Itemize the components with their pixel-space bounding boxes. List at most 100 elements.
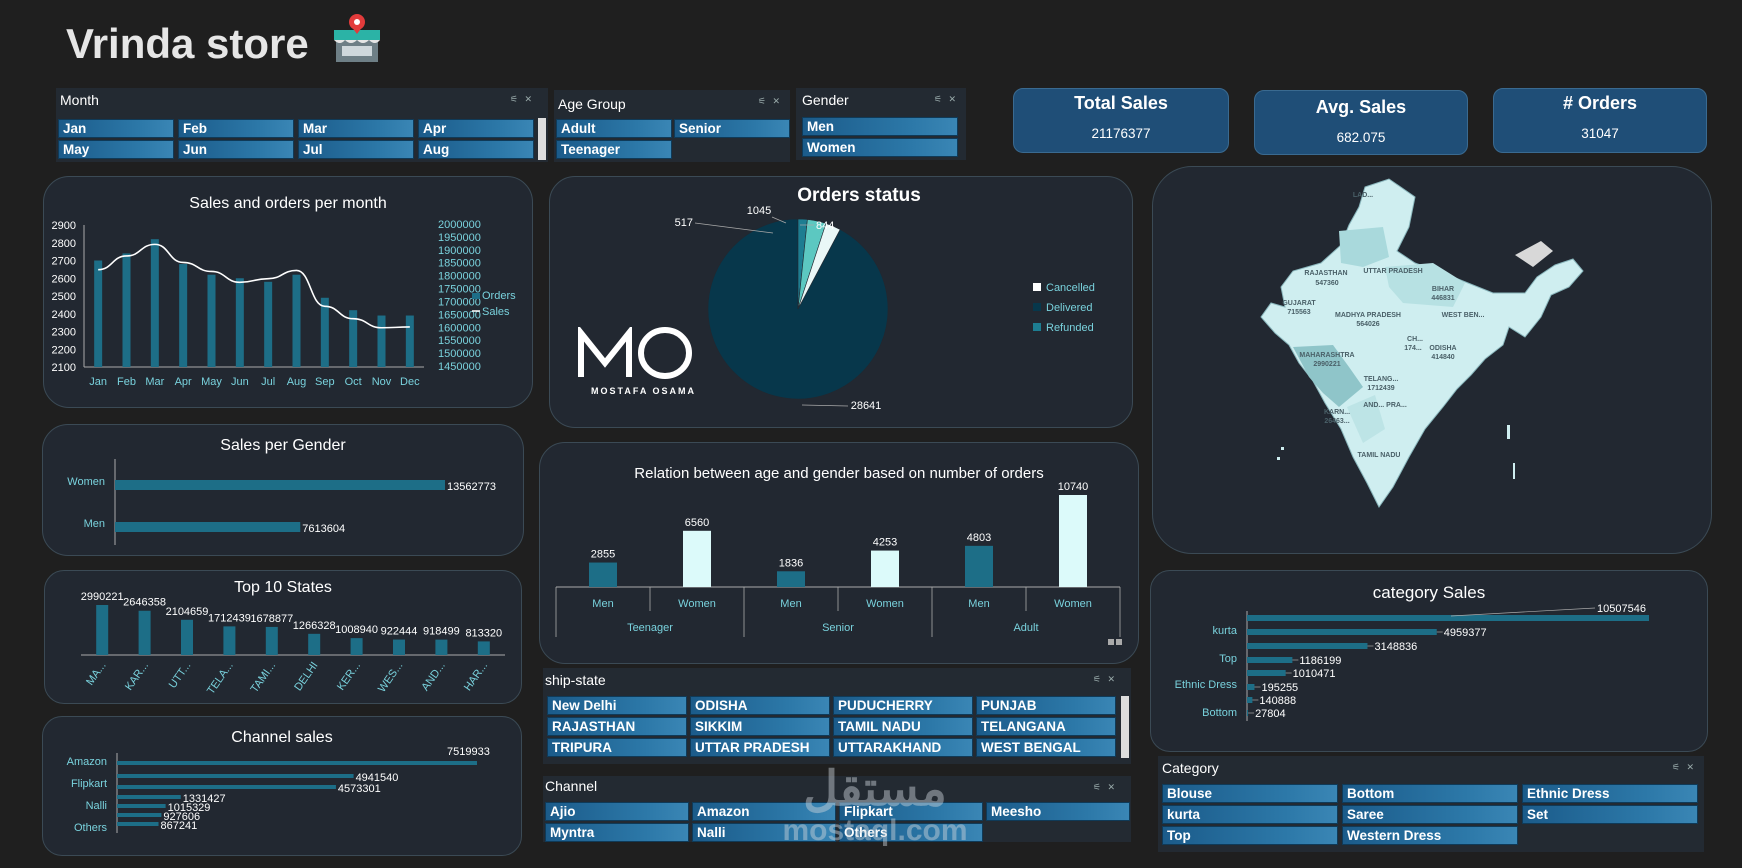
legend-swatch — [1033, 303, 1041, 311]
slicer-item-flipkart[interactable]: Flipkart — [839, 802, 983, 821]
y-tick-label: Women — [67, 476, 105, 488]
x-tick-label: Apr — [175, 376, 192, 388]
slicer-item-bottom[interactable]: Bottom — [1342, 784, 1518, 803]
leader-line — [1450, 607, 1596, 617]
gender-slicer: Gender ⚟ ✕ Men Women — [796, 88, 966, 160]
slicer-item-saree[interactable]: Saree — [1342, 805, 1518, 824]
leader-line — [694, 222, 774, 234]
slicer-item-uttarakhand[interactable]: UTTARAKHAND — [833, 738, 973, 757]
slicer-item-west-bengal[interactable]: WEST BENGAL — [976, 738, 1116, 757]
bar-orders — [179, 264, 188, 367]
slicer-item-teenager[interactable]: Teenager — [556, 140, 672, 159]
slicer-item-kurta[interactable]: kurta — [1162, 805, 1338, 824]
data-label: 2646358 — [123, 597, 166, 609]
gender-slicer-title: Gender — [802, 92, 849, 108]
y-tick-label: Others — [74, 822, 108, 834]
x-tick-label: KER... — [335, 660, 363, 693]
slicer-item-odisha[interactable]: ODISHA — [690, 696, 830, 715]
slicer-item-top[interactable]: Top — [1162, 826, 1338, 845]
map-region-label: BIHAR — [1432, 286, 1454, 293]
x-tick-label: Aug — [287, 376, 307, 388]
line-sales — [98, 243, 410, 329]
slicer-item-tamil-nadu[interactable]: TAMIL NADU — [833, 717, 973, 736]
slicer-item-myntra[interactable]: Myntra — [545, 823, 689, 842]
slicer-item-set[interactable]: Set — [1522, 805, 1698, 824]
slicer-item-ajio[interactable]: Ajio — [545, 802, 689, 821]
y-tick-label: 2200 — [52, 344, 76, 356]
slicer-item-jan[interactable]: Jan — [58, 119, 174, 138]
slicer-item-senior[interactable]: Senior — [674, 119, 790, 138]
y2-tick-label: 1900000 — [438, 245, 481, 257]
map-region-label: LAD... — [1353, 192, 1373, 199]
monthly-chart-card: Sales and orders per month 2900 2800 2700 2… — [43, 176, 533, 408]
slicer-item-aug[interactable]: Aug — [418, 140, 534, 159]
y-tick-label: Flipkart — [71, 778, 107, 790]
slicer-item-punjab[interactable]: PUNJAB — [976, 696, 1116, 715]
y2-tick-label: 1850000 — [438, 258, 481, 270]
bar-orders — [235, 278, 244, 367]
slicer-item-adult[interactable]: Adult — [556, 119, 672, 138]
slicer-item-blouse[interactable]: Blouse — [1162, 784, 1338, 803]
slicer-item-ethnic-dress[interactable]: Ethnic Dress — [1522, 784, 1698, 803]
slicer-item-jul[interactable]: Jul — [298, 140, 414, 159]
x-tick-label: Jan — [89, 376, 107, 388]
slicer-scrollbar[interactable] — [538, 118, 546, 160]
slicer-item-amazon[interactable]: Amazon — [692, 802, 836, 821]
bar — [477, 641, 490, 655]
page-title: Vrinda store — [66, 20, 309, 67]
slicer-item-telangana[interactable]: TELANGANA — [976, 717, 1116, 736]
x-tick-label: TELA... — [205, 660, 236, 697]
bar — [265, 626, 278, 655]
slicer-item-puducherry[interactable]: PUDUCHERRY — [833, 696, 973, 715]
slicer-item-men[interactable]: Men — [802, 117, 958, 136]
chart-title: Sales and orders per month — [189, 195, 387, 212]
slicer-item-tripura[interactable]: TRIPURA — [547, 738, 687, 757]
bar — [350, 638, 363, 655]
slicer-item-feb[interactable]: Feb — [178, 119, 294, 138]
kpi-orders: # Orders 31047 — [1493, 88, 1707, 153]
y-tick-label: Amazon — [67, 756, 107, 768]
slicer-item-rajasthan[interactable]: RAJASTHAN — [547, 717, 687, 736]
slicer-item-sikkim[interactable]: SIKKIM — [690, 717, 830, 736]
slicer-item-meesho[interactable]: Meesho — [986, 802, 1130, 821]
slicer-item-apr[interactable]: Apr — [418, 119, 534, 138]
pie-slice — [797, 223, 841, 310]
bar — [1247, 629, 1437, 635]
y-tick-label: Nalli — [86, 800, 107, 812]
data-label: 2104659 — [166, 606, 209, 618]
slicer-item-mar[interactable]: Mar — [298, 119, 414, 138]
slicer-item-new-delhi[interactable]: New Delhi — [547, 696, 687, 715]
data-label: 1045 — [747, 205, 771, 217]
slicer-item-uttar-pradesh[interactable]: UTTAR PRADESH — [690, 738, 830, 757]
slicer-item-may[interactable]: May — [58, 140, 174, 159]
slicer-clear-icon[interactable]: ⚟ ✕ — [1092, 782, 1117, 792]
bar — [117, 761, 477, 765]
slicer-clear-icon[interactable]: ⚟ ✕ — [1671, 762, 1696, 772]
slicer-item-jun[interactable]: Jun — [178, 140, 294, 159]
slicer-item-nalli[interactable]: Nalli — [692, 823, 836, 842]
slicer-clear-icon[interactable]: ⚟ ✕ — [757, 96, 782, 106]
data-label: 2855 — [591, 549, 615, 561]
map-region-label: AND... PRA... — [1363, 402, 1407, 409]
map-card: LAD... RAJASTHAN 547360 UTTAR PRADESH BIHAR 4… — [1152, 166, 1712, 554]
map-region-label: 1712439 — [1367, 385, 1394, 392]
bar — [181, 619, 193, 655]
x-tick-label: Men — [968, 598, 989, 610]
slicer-item-women[interactable]: Women — [802, 138, 958, 157]
bar-orders — [207, 274, 216, 367]
bar — [223, 626, 236, 655]
y-tick-label: 2800 — [52, 238, 76, 250]
slicer-clear-icon[interactable]: ⚟ ✕ — [933, 94, 958, 104]
data-label: 4959377 — [1444, 627, 1487, 639]
legend-label: Refunded — [1046, 322, 1094, 334]
map-region-label: ODISHA — [1429, 345, 1456, 352]
slicer-clear-icon[interactable]: ⚟ ✕ — [1092, 674, 1117, 684]
bar — [1247, 643, 1368, 649]
slicer-clear-icon[interactable]: ⚟ ✕ — [509, 94, 534, 104]
gender-sales-chart: 13562773 Women 7613604 Men — [67, 459, 496, 545]
chart-title: Sales per Gender — [220, 437, 346, 454]
slicer-item-others[interactable]: Others — [839, 823, 983, 842]
slicer-item-western-dress[interactable]: Western Dress — [1342, 826, 1518, 845]
age-group-slicer: Age Group ⚟ ✕ Adult Senior Teenager — [554, 90, 790, 162]
slicer-scrollbar[interactable] — [1121, 696, 1129, 758]
